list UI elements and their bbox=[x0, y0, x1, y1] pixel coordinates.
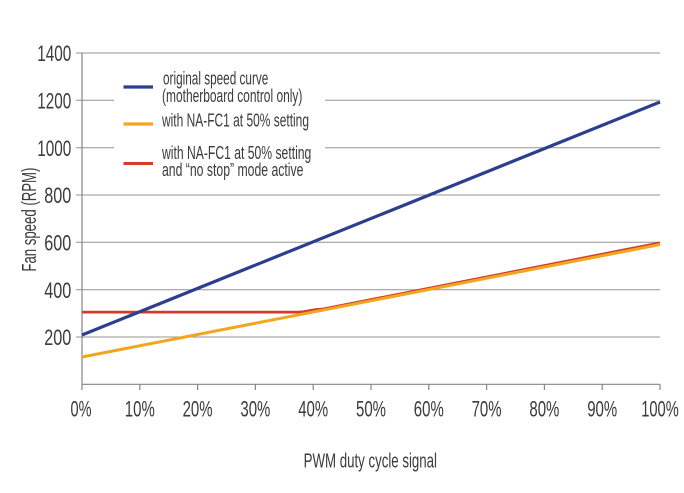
svg-text:0%: 0% bbox=[71, 397, 92, 422]
svg-text:1400: 1400 bbox=[37, 41, 71, 66]
svg-text:600: 600 bbox=[44, 230, 71, 255]
svg-text:and “no stop” mode active: and “no stop” mode active bbox=[162, 159, 303, 180]
svg-text:1000: 1000 bbox=[37, 136, 71, 161]
svg-text:90%: 90% bbox=[587, 397, 617, 422]
svg-text:800: 800 bbox=[44, 183, 71, 208]
svg-text:60%: 60% bbox=[414, 397, 444, 422]
svg-text:10%: 10% bbox=[125, 397, 155, 422]
svg-text:40%: 40% bbox=[298, 397, 328, 422]
svg-text:70%: 70% bbox=[472, 397, 502, 422]
svg-text:30%: 30% bbox=[240, 397, 270, 422]
svg-text:(motherboard control only): (motherboard control only) bbox=[162, 85, 302, 106]
svg-text:400: 400 bbox=[44, 278, 71, 303]
svg-text:with NA-FC1 at 50% setting: with NA-FC1 at 50% setting bbox=[161, 110, 309, 131]
svg-text:50%: 50% bbox=[356, 397, 386, 422]
svg-text:PWM duty cycle signal: PWM duty cycle signal bbox=[304, 451, 437, 473]
svg-text:with NA-FC1 at 50% setting: with NA-FC1 at 50% setting bbox=[161, 142, 311, 163]
svg-text:200: 200 bbox=[44, 325, 71, 350]
svg-text:1200: 1200 bbox=[37, 88, 71, 113]
svg-text:original speed curve: original speed curve bbox=[163, 67, 268, 88]
svg-text:100%: 100% bbox=[641, 397, 679, 422]
svg-text:Fan speed (RPM): Fan speed (RPM) bbox=[19, 168, 41, 272]
svg-text:80%: 80% bbox=[529, 397, 559, 422]
svg-text:20%: 20% bbox=[183, 397, 213, 422]
